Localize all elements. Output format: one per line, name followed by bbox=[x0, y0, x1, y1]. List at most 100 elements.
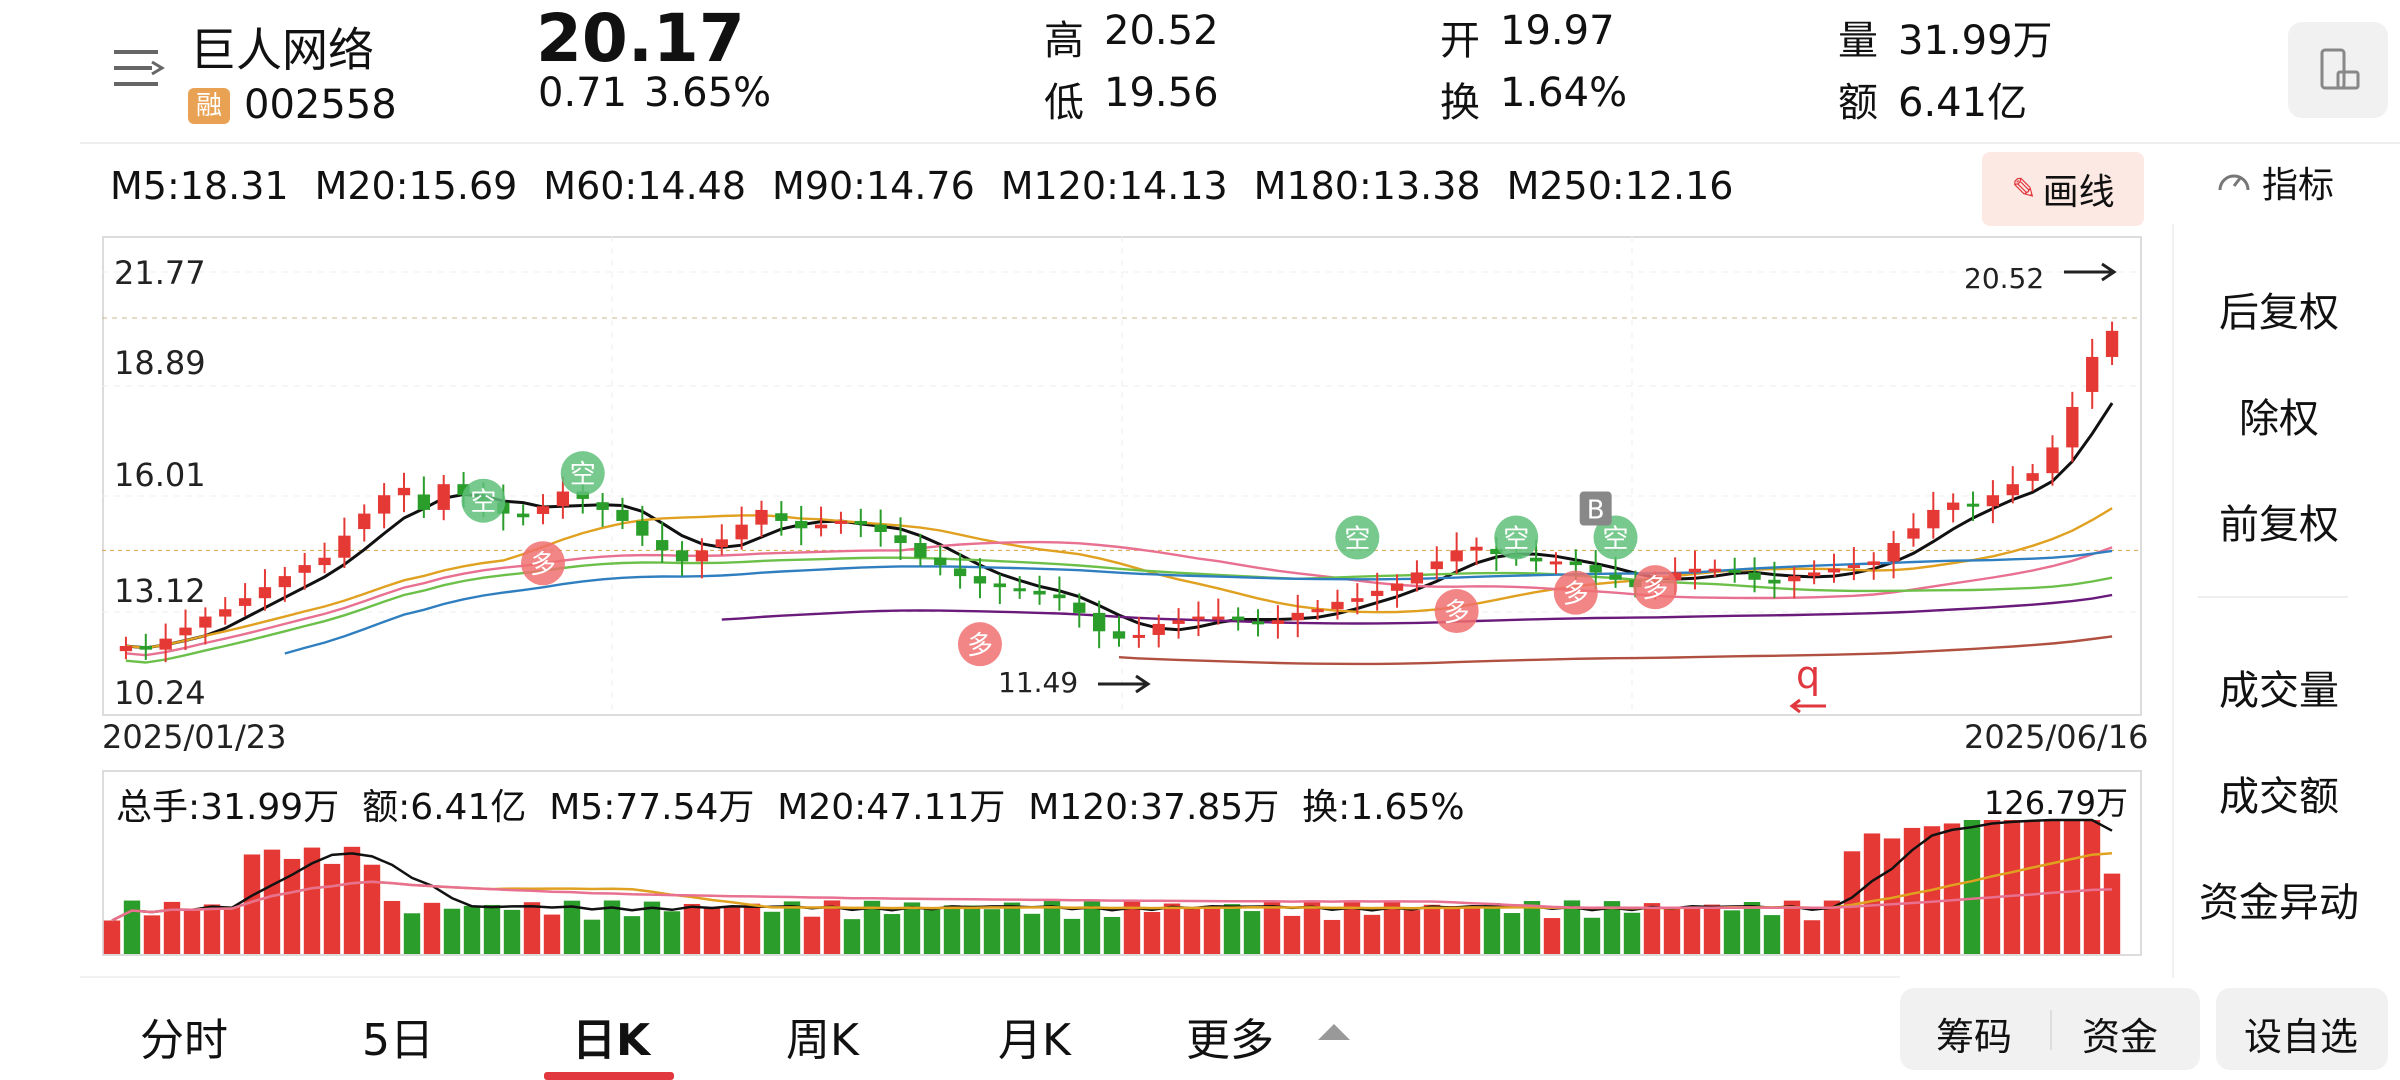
volume-bar bbox=[1683, 906, 1701, 954]
candle-body bbox=[1907, 528, 1920, 539]
volume-bar bbox=[1003, 902, 1021, 954]
ma-line-m60 bbox=[125, 540, 2113, 657]
tab-intraday[interactable]: 分时 bbox=[140, 1015, 228, 1066]
draw-line-button[interactable]: ✎ 画线 bbox=[1982, 152, 2144, 226]
ma5-value: M5:18.31 bbox=[110, 164, 289, 208]
vol-ma120-line bbox=[111, 880, 2113, 922]
volume-label: 量 bbox=[1838, 18, 1878, 64]
candle-body bbox=[2086, 356, 2099, 392]
volume-bar bbox=[1783, 900, 1801, 954]
volume-bar bbox=[543, 914, 561, 954]
volume-bar bbox=[1203, 906, 1221, 954]
turnover-value: 1.64% bbox=[1500, 70, 1628, 116]
volume-plot-frame bbox=[102, 770, 2142, 956]
candle-body bbox=[1986, 495, 2000, 507]
volume-bar bbox=[423, 902, 441, 954]
duo-signal-badge bbox=[957, 622, 1002, 667]
volume-bar bbox=[483, 904, 501, 954]
candle-body bbox=[1688, 568, 1702, 573]
candle-body bbox=[258, 587, 272, 599]
candle-body bbox=[457, 484, 470, 496]
tab-more[interactable]: 更多 bbox=[1186, 1015, 1274, 1066]
candle-body bbox=[874, 524, 887, 532]
side-item-ex-rights[interactable]: 除权 bbox=[2239, 396, 2319, 442]
candle-body bbox=[1092, 612, 1106, 632]
candle-body bbox=[1470, 546, 1483, 551]
candle-body bbox=[199, 616, 212, 628]
volume-bar bbox=[2043, 820, 2061, 954]
tab-weekly-k[interactable]: 周K bbox=[786, 1015, 859, 1066]
volume-bar bbox=[1863, 833, 1881, 954]
volume-bar bbox=[2063, 820, 2081, 954]
volume-bar bbox=[1123, 901, 1141, 954]
volume-legend: 总手:31.99万 额:6.41亿 M5:77.54万 M20:47.11万 M… bbox=[116, 787, 1465, 828]
side-item-backward-adjust[interactable]: 后复权 bbox=[2219, 290, 2339, 336]
volume-bar bbox=[823, 900, 841, 954]
candle-body bbox=[953, 568, 967, 577]
volume-bar bbox=[363, 864, 381, 954]
candle-body bbox=[1371, 590, 1384, 596]
volume-bar bbox=[323, 863, 341, 954]
side-item-amount[interactable]: 成交额 bbox=[2219, 774, 2339, 820]
volume-bar bbox=[643, 901, 661, 954]
volume-bar bbox=[1903, 827, 1921, 954]
group-divider bbox=[2050, 1010, 2052, 1050]
volume-bar bbox=[1183, 907, 1201, 954]
volume-bar bbox=[1523, 901, 1541, 954]
candle-body bbox=[2026, 473, 2039, 481]
rotate-icon bbox=[2320, 48, 2360, 90]
chips-button[interactable]: 筹码 bbox=[1936, 1015, 2013, 1059]
tab-daily-k[interactable]: 日K bbox=[572, 1015, 651, 1066]
volume-bar bbox=[1423, 904, 1441, 954]
candle-body bbox=[1807, 572, 1821, 577]
margin-badge: 融 bbox=[188, 88, 230, 124]
side-item-volume[interactable]: 成交量 bbox=[2219, 668, 2339, 714]
candle-body bbox=[1450, 550, 1463, 562]
volume-bar bbox=[1983, 820, 2001, 954]
duo-signal-badge-label: 多 bbox=[1563, 580, 1589, 610]
candle-body bbox=[219, 609, 232, 617]
y-tick-3: 16.01 bbox=[114, 456, 206, 494]
funds-button[interactable]: 资金 bbox=[2082, 1015, 2159, 1059]
side-menu: 后复权 除权 前复权 成交量 成交额 资金异动 bbox=[2172, 224, 2382, 978]
volume-bar bbox=[2023, 820, 2041, 954]
add-watchlist-label: 设自选 bbox=[2244, 1015, 2359, 1059]
volume-chart[interactable] bbox=[102, 770, 2142, 956]
kong-signal-badge bbox=[1494, 515, 1539, 560]
volume-bar bbox=[923, 909, 941, 954]
ma60-value: M60:14.48 bbox=[543, 164, 747, 208]
candle-body bbox=[775, 513, 788, 521]
side-item-fund-anomaly[interactable]: 资金异动 bbox=[2199, 880, 2359, 926]
menu-icon[interactable] bbox=[108, 44, 168, 94]
volume-bar bbox=[1943, 823, 1961, 954]
candle-body bbox=[576, 491, 589, 499]
volume-bar bbox=[1223, 904, 1241, 954]
tab-monthly-k[interactable]: 月K bbox=[998, 1015, 1071, 1066]
ma-line-m90 bbox=[125, 556, 2113, 664]
caret-up-icon[interactable] bbox=[1318, 1024, 1350, 1040]
ma-line-m250 bbox=[1118, 635, 2113, 666]
ma120-value: M120:14.13 bbox=[1000, 164, 1228, 208]
candle-body bbox=[1152, 623, 1165, 635]
candle-body bbox=[1112, 631, 1126, 639]
tab-5day[interactable]: 5日 bbox=[362, 1015, 434, 1066]
rotate-screen-button[interactable] bbox=[2288, 22, 2388, 118]
side-item-forward-adjust[interactable]: 前复权 bbox=[2219, 502, 2339, 548]
kong-signal-badge-label: 空 bbox=[1603, 525, 1629, 555]
add-watchlist-button[interactable]: 设自选 bbox=[2216, 988, 2388, 1070]
candle-body bbox=[1728, 569, 1741, 573]
candle-body bbox=[377, 495, 391, 514]
indicator-button[interactable]: 指标 bbox=[2214, 156, 2334, 208]
signal-arrow bbox=[1789, 698, 1826, 714]
ma-line-m120 bbox=[284, 549, 2113, 655]
draw-line-label: 画线 bbox=[2042, 172, 2115, 213]
volume-bar bbox=[1603, 901, 1621, 954]
candle-body bbox=[656, 540, 669, 551]
volume-bar bbox=[1663, 908, 1681, 954]
candle-body bbox=[1430, 561, 1443, 570]
volume-bar bbox=[843, 919, 861, 954]
volume-bar bbox=[1563, 900, 1581, 954]
candle-body bbox=[1668, 572, 1682, 581]
candle-body bbox=[1251, 621, 1265, 625]
